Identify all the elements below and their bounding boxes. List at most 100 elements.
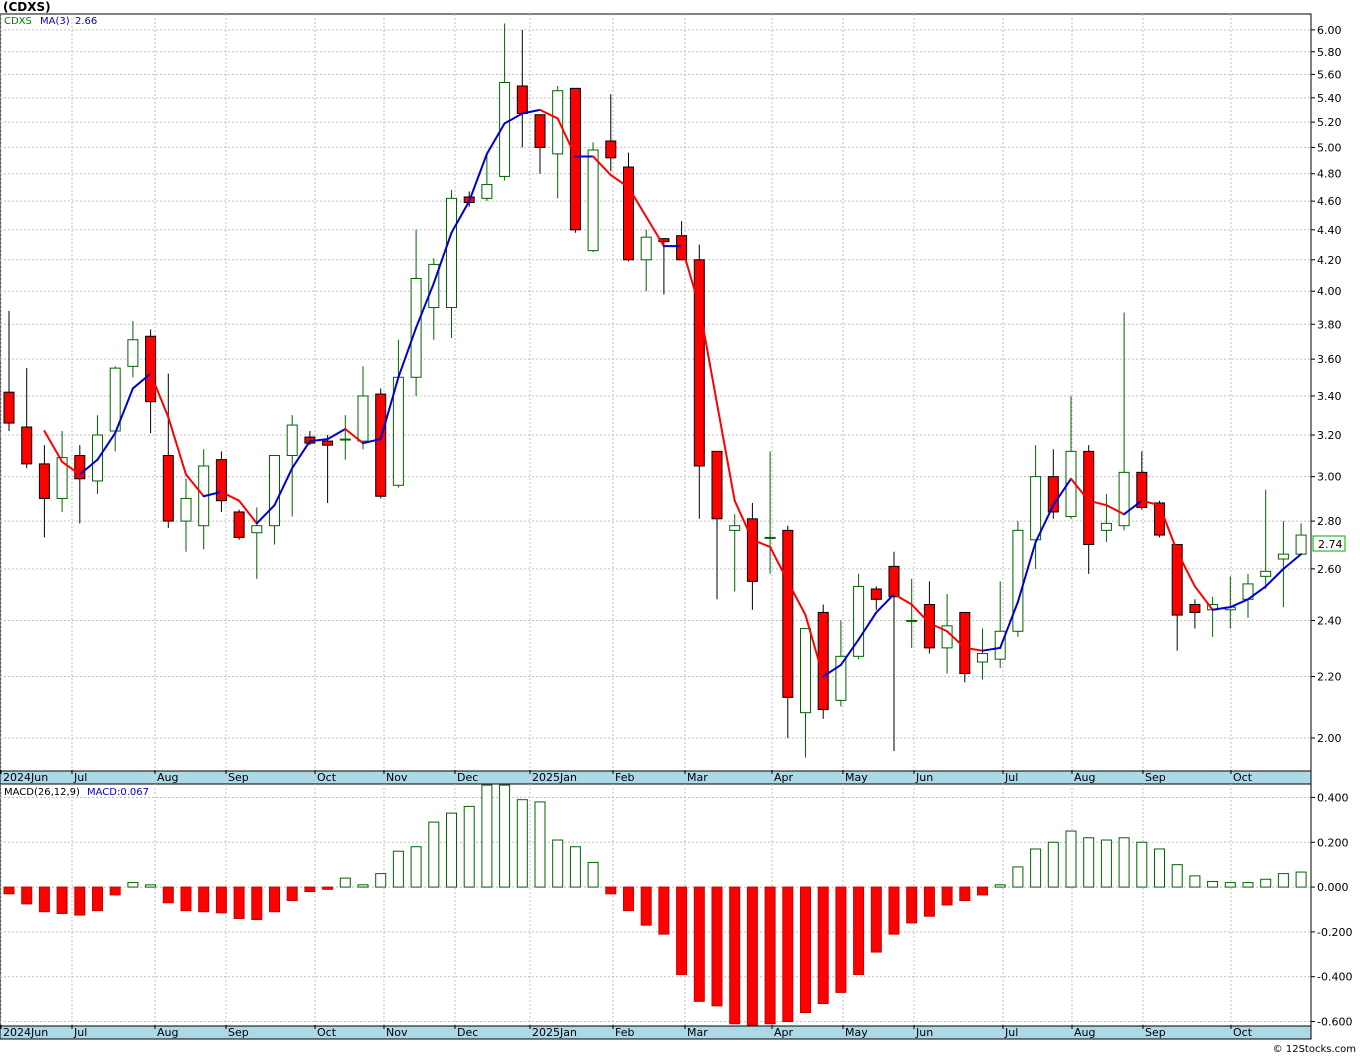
candle-up — [906, 578, 918, 648]
macd-bar-negative — [251, 886, 263, 921]
candle-up — [1277, 521, 1289, 608]
candle-body — [569, 87, 581, 231]
ma3-segment — [1158, 504, 1179, 553]
x-tick-label: Mar — [687, 771, 708, 784]
ma3-segment — [946, 630, 966, 649]
last-price-label: 2.74 — [1318, 538, 1343, 551]
macd-tick-label: 0.200 — [1317, 836, 1349, 849]
candle-body — [853, 585, 865, 657]
x-tick-label: Nov — [386, 1026, 408, 1039]
candle-down — [870, 586, 882, 610]
ma3-segment — [326, 428, 347, 441]
candle-body — [1189, 604, 1201, 613]
candle-body — [1295, 534, 1307, 555]
candle-body — [1136, 471, 1148, 508]
x-tick-label: Feb — [615, 1026, 634, 1039]
candle-down — [746, 502, 758, 610]
macd-bar-positive — [994, 884, 1006, 888]
price-tick-label: 2.80 — [1317, 515, 1342, 528]
ma3-segment — [96, 432, 117, 461]
x-tick-label: 2025Jan — [532, 1026, 577, 1039]
x-tick-label: 2024Jun — [3, 1026, 48, 1039]
ma3-segment — [680, 245, 701, 307]
macd-bars — [3, 784, 1307, 1026]
candle-up — [764, 451, 776, 574]
macd-bar-negative — [304, 886, 316, 893]
macd-bar-negative — [746, 886, 758, 1026]
candle-body — [746, 518, 758, 582]
candle-body — [215, 459, 227, 502]
ma3-segment — [308, 438, 329, 443]
candle-down — [3, 310, 15, 432]
candle-up — [1012, 521, 1024, 637]
ma3-segment — [716, 402, 736, 502]
ma3-segment — [875, 593, 895, 614]
candle-body — [74, 454, 86, 480]
x-tick-label: May — [845, 1026, 868, 1039]
macd-bar-negative — [853, 886, 865, 975]
ma3-segment — [521, 108, 541, 115]
candle-up — [56, 431, 68, 512]
candle-body — [1277, 553, 1289, 560]
candle-body — [693, 259, 705, 467]
macd-bar-positive — [552, 839, 564, 888]
candle-body — [286, 424, 298, 456]
ma3-segment — [609, 174, 630, 189]
macd-bar-negative — [835, 886, 847, 993]
last-price-tag: 2.74 — [1312, 535, 1346, 552]
macd-bar-positive — [1030, 848, 1042, 888]
ma3-segment — [1123, 499, 1143, 516]
macd-bar-negative — [38, 886, 50, 913]
ma3-segment — [468, 152, 488, 203]
ma3-segment — [273, 467, 294, 507]
x-tick-label: Jul — [73, 771, 87, 784]
candle-up — [251, 507, 263, 579]
ma3-segment — [999, 600, 1019, 649]
macd-bar-positive — [1065, 830, 1077, 888]
macd-bar-negative — [198, 886, 210, 913]
candle-down — [888, 551, 900, 751]
macd-bar-negative — [605, 886, 617, 895]
candle-up — [499, 23, 511, 181]
macd-bar-positive — [1189, 875, 1201, 888]
legend-ma-value: 2.66 — [75, 16, 97, 27]
ma3-segment — [362, 438, 382, 445]
ma3-segment — [539, 108, 559, 120]
x-tick-label: Jul — [1004, 771, 1018, 784]
candle-up — [1030, 445, 1042, 569]
candle-body — [3, 391, 15, 424]
ma3-segment — [185, 473, 205, 498]
candle-body — [21, 426, 33, 465]
candle-body — [711, 450, 723, 520]
macd-bar-negative — [800, 886, 811, 1014]
candle-body — [446, 197, 457, 309]
candle-body — [1030, 476, 1042, 541]
price-tick-label: 3.20 — [1317, 429, 1342, 442]
macd-bar-positive — [1100, 839, 1112, 888]
candle-down — [658, 238, 670, 295]
macd-label: MACD(26,12,9) — [4, 787, 80, 798]
x-tick-label: Aug — [1074, 1026, 1095, 1039]
macd-bar-negative — [870, 886, 882, 953]
ma3-segment — [857, 611, 878, 641]
macd-bar-negative — [764, 886, 776, 1025]
macd-bar-positive — [1047, 841, 1059, 888]
x-tick-label: Aug — [157, 771, 178, 784]
ma3-segment — [379, 376, 400, 441]
candle-body — [233, 511, 245, 538]
price-tick-label: 2.00 — [1317, 732, 1342, 745]
macd-bar-positive — [339, 877, 351, 888]
price-x-axis: 2024Jun Jul Aug Sep Oct Nov Dec 2025Jan Feb Mar Ap… — [0, 770, 1312, 785]
ma3-segment — [1264, 567, 1285, 588]
ma3-segment — [786, 580, 807, 617]
ma3-segment — [1229, 598, 1249, 609]
macd-bar-negative — [977, 886, 988, 896]
candle-body — [534, 114, 546, 148]
candle-down — [375, 388, 387, 499]
macd-bar-positive — [428, 821, 440, 888]
candle-body — [1100, 522, 1112, 531]
ma3-segment — [344, 428, 364, 445]
price-tick-label: 4.80 — [1317, 168, 1342, 181]
macd-bar-negative — [923, 886, 935, 917]
macd-bar-positive — [1224, 882, 1236, 888]
